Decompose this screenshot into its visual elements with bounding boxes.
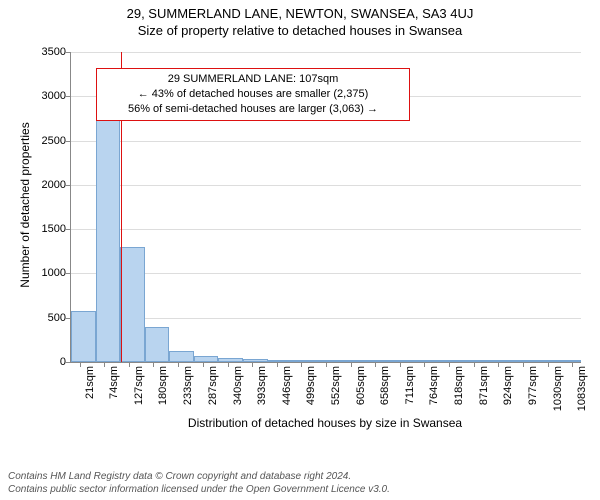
ytick-label: 1500 [26,223,66,235]
gridline [71,185,581,186]
histogram-bar [145,327,170,362]
xtick-mark [523,362,524,367]
histogram-bar [489,360,514,362]
gridline [71,318,581,319]
xtick-label: 340sqm [232,366,244,426]
xtick-mark [80,362,81,367]
xtick-label: 658sqm [379,366,391,426]
xtick-mark [326,362,327,367]
xtick-mark [572,362,573,367]
xtick-label: 127sqm [133,366,145,426]
xtick-mark [153,362,154,367]
xtick-label: 1030sqm [552,366,564,426]
callout-line-2: ← 43% of detached houses are smaller (2,… [103,87,403,102]
ytick-label: 500 [26,312,66,324]
xtick-label: 818sqm [453,366,465,426]
xtick-mark [474,362,475,367]
ytick-label: 3500 [26,46,66,58]
ytick-mark [65,362,70,363]
histogram-bar [194,356,219,362]
xtick-mark [424,362,425,367]
ytick-label: 2500 [26,135,66,147]
y-axis-label: Number of detached properties [18,80,32,330]
gridline [71,52,581,53]
xtick-label: 764sqm [428,366,440,426]
xtick-mark [301,362,302,367]
histogram-bar [415,360,440,362]
page-title: 29, SUMMERLAND LANE, NEWTON, SWANSEA, SA… [0,0,600,21]
histogram-bar [218,358,243,362]
gridline [71,141,581,142]
xtick-mark [252,362,253,367]
xtick-label: 924sqm [502,366,514,426]
xtick-label: 871sqm [478,366,490,426]
xtick-mark [104,362,105,367]
histogram-bar [390,360,415,362]
histogram-bar [96,103,121,363]
histogram-bar [366,360,391,362]
xtick-label: 552sqm [330,366,342,426]
gridline [71,229,581,230]
footer-line-2: Contains public sector information licen… [8,484,390,497]
callout-line-3: 56% of semi-detached houses are larger (… [103,102,403,117]
ytick-mark [65,185,70,186]
xtick-label: 74sqm [108,366,120,426]
xtick-mark [277,362,278,367]
ytick-label: 3000 [26,90,66,102]
marker-callout: 29 SUMMERLAND LANE: 107sqm ← 43% of deta… [96,68,410,121]
callout-line-1: 29 SUMMERLAND LANE: 107sqm [103,72,403,87]
ytick-mark [65,273,70,274]
xtick-label: 287sqm [207,366,219,426]
xtick-mark [449,362,450,367]
histogram-bar [341,360,366,362]
xtick-label: 21sqm [84,366,96,426]
histogram-bar [464,360,489,362]
xtick-mark [548,362,549,367]
page-subtitle: Size of property relative to detached ho… [0,21,600,42]
xtick-mark [400,362,401,367]
footer-line-1: Contains HM Land Registry data © Crown c… [8,471,390,484]
xtick-label: 1083sqm [576,366,588,426]
xtick-label: 393sqm [256,366,268,426]
ytick-mark [65,141,70,142]
xtick-label: 446sqm [281,366,293,426]
ytick-mark [65,96,70,97]
xtick-label: 977sqm [527,366,539,426]
histogram-bar [243,359,268,362]
plot-area: 29 SUMMERLAND LANE: 107sqm ← 43% of deta… [70,52,581,363]
xtick-mark [351,362,352,367]
gridline [71,273,581,274]
histogram-bar [538,360,563,362]
ytick-mark [65,318,70,319]
ytick-mark [65,52,70,53]
histogram-bar [268,360,293,362]
xtick-label: 233sqm [182,366,194,426]
xtick-mark [228,362,229,367]
xtick-label: 605sqm [355,366,367,426]
ytick-label: 1000 [26,267,66,279]
ytick-mark [65,229,70,230]
xtick-mark [498,362,499,367]
histogram-bar [120,247,145,362]
xtick-mark [129,362,130,367]
ytick-label: 2000 [26,179,66,191]
histogram-bar [71,311,96,362]
footer-attribution: Contains HM Land Registry data © Crown c… [8,471,390,496]
histogram-bar [169,351,194,363]
xtick-label: 499sqm [305,366,317,426]
ytick-label: 0 [26,356,66,368]
xtick-mark [203,362,204,367]
xtick-mark [375,362,376,367]
histogram-bar [292,360,317,362]
histogram-bar [440,360,465,362]
xtick-label: 711sqm [404,366,416,426]
histogram-bar [513,360,538,362]
histogram-chart: 29 SUMMERLAND LANE: 107sqm ← 43% of deta… [0,40,600,435]
xtick-label: 180sqm [157,366,169,426]
xtick-mark [178,362,179,367]
histogram-bar [317,360,342,362]
